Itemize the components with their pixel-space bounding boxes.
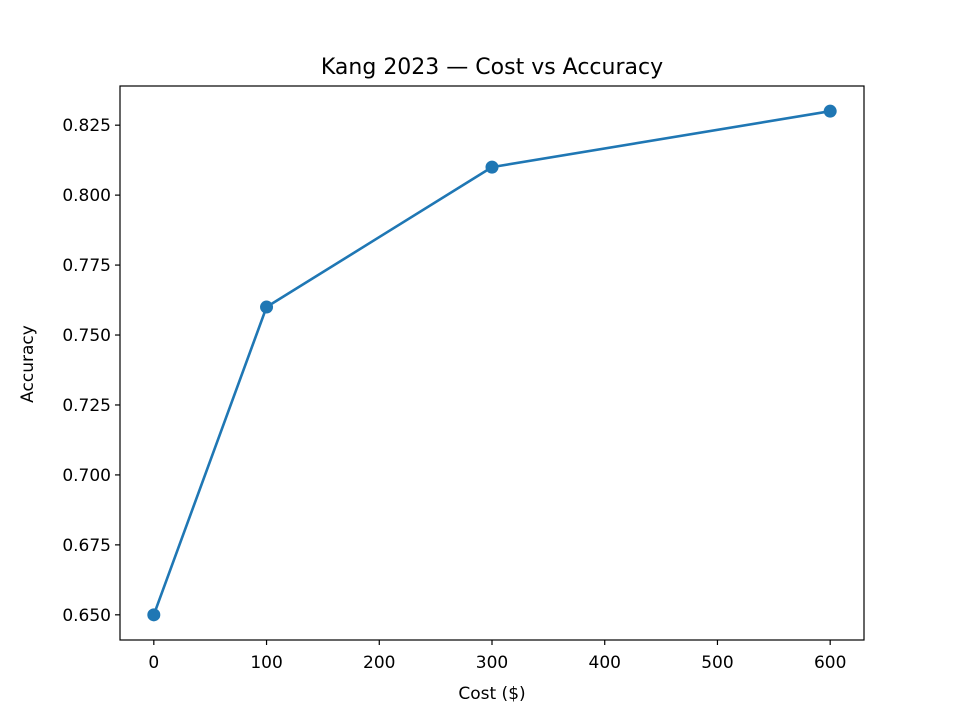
x-tick-label: 500 <box>701 653 733 673</box>
x-tick-label: 100 <box>250 653 282 673</box>
y-tick-label: 0.700 <box>62 466 111 486</box>
x-axis: 0 100 200 300 400 500 600 <box>148 640 846 673</box>
x-tick-label: 400 <box>589 653 621 673</box>
y-tick-label: 0.650 <box>62 606 111 626</box>
y-tick-label: 0.825 <box>62 116 111 136</box>
y-tick-label: 0.800 <box>62 186 111 206</box>
x-tick-label: 300 <box>476 653 508 673</box>
data-point <box>823 104 837 118</box>
y-tick-label: 0.750 <box>62 326 111 346</box>
data-point <box>260 300 274 314</box>
y-tick-label: 0.675 <box>62 536 111 556</box>
y-tick-label: 0.775 <box>62 256 111 276</box>
data-point <box>147 608 161 622</box>
chart-title: Kang 2023 — Cost vs Accuracy <box>321 55 663 80</box>
x-tick-label: 200 <box>363 653 395 673</box>
x-axis-label: Cost ($) <box>458 684 525 704</box>
y-axis-label: Accuracy <box>18 325 38 403</box>
series-line <box>152 109 832 617</box>
x-tick-label: 600 <box>814 653 846 673</box>
y-tick-label: 0.725 <box>62 396 111 416</box>
x-tick-label: 0 <box>148 653 159 673</box>
series-layer <box>147 104 837 622</box>
y-axis: 0.650 0.675 0.700 0.725 0.750 0.775 0.800 0.825 <box>62 116 120 626</box>
data-point <box>485 160 499 174</box>
